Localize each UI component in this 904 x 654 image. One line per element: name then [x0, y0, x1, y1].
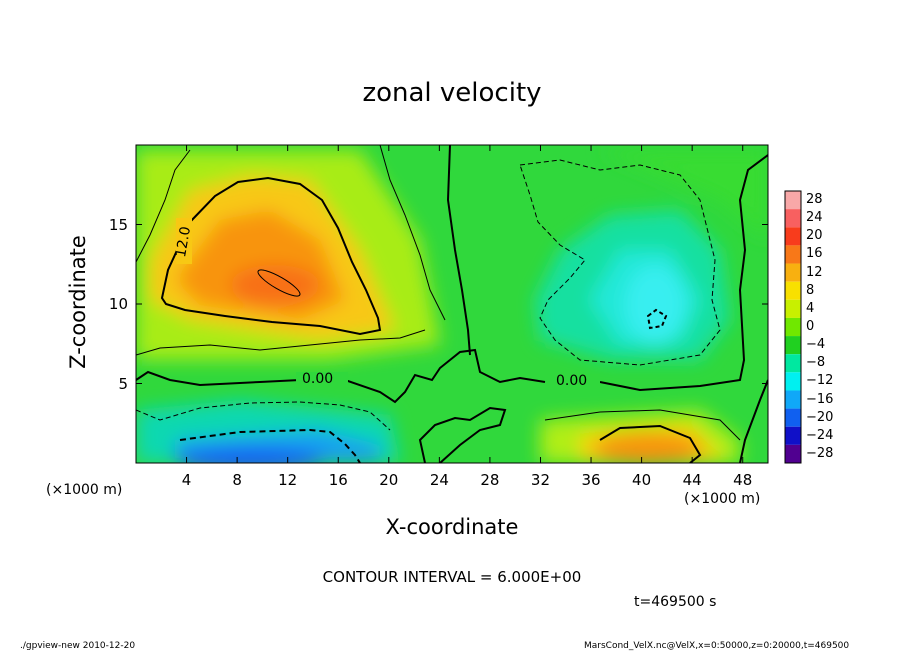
colorbar	[784, 190, 802, 464]
x-tick-label: 28	[480, 471, 500, 489]
contour-label-zero-left: 0.00	[302, 371, 334, 387]
contour-label-zero-right: 0.00	[556, 373, 588, 389]
x-tick-label: 40	[632, 471, 652, 489]
time-stamp: t=469500 s	[634, 594, 717, 610]
axis-ticks	[136, 145, 768, 463]
colorbar-label: 16	[806, 246, 823, 262]
colorbar-label: −4	[806, 337, 826, 353]
colorbar-label: −16	[806, 391, 834, 407]
colorbar-swatch	[785, 281, 801, 300]
colorbar-label: −28	[806, 445, 834, 461]
colorbar-frame	[784, 190, 802, 464]
footer-right: MarsCond_VelX.nc@VelX,x=0:50000,z=0:2000…	[584, 641, 850, 651]
colorbar-swatch	[785, 444, 801, 463]
x-tick-label: 48	[733, 471, 753, 489]
x-tick-label: 8	[232, 471, 242, 489]
y-tick-label: 15	[108, 215, 128, 234]
colorbar-swatch	[785, 354, 801, 373]
colorbar-swatch	[785, 408, 801, 427]
colorbar-swatch	[785, 317, 801, 337]
heatmap-field	[136, 145, 768, 463]
colorbar-swatch	[785, 390, 801, 409]
colorbar-swatch	[785, 426, 801, 445]
y-tick-label: 5	[118, 374, 128, 393]
y-tick-label: 10	[108, 295, 128, 313]
x-unit-label: (×1000 m)	[684, 491, 761, 507]
colorbar-label: 4	[806, 300, 815, 316]
x-tick-label: 20	[379, 471, 399, 489]
colorbar-label: 0	[806, 319, 815, 334]
x-tick-label: 44	[682, 471, 702, 489]
y-axis-label: Z-coordinate	[66, 235, 90, 369]
colorbar-label: −8	[806, 355, 826, 371]
colorbar-swatch	[785, 263, 801, 282]
chart-title: zonal velocity	[362, 78, 542, 108]
contour-interval-text: CONTOUR INTERVAL = 6.000E+00	[322, 568, 582, 586]
colorbar-label: 20	[806, 228, 823, 244]
colorbar-label: 8	[806, 282, 815, 298]
colorbar-swatch	[785, 372, 801, 391]
colorbar-swatch	[785, 227, 801, 246]
x-tick-label: 36	[581, 471, 601, 489]
colorbar-label: 12	[806, 264, 823, 280]
y-unit-label: (×1000 m)	[46, 482, 123, 498]
colorbar-swatch	[785, 209, 801, 228]
x-tick-label: 16	[328, 471, 348, 489]
colorbar-swatch	[785, 245, 801, 264]
colorbar-label: 28	[806, 192, 823, 208]
colorbar-label: −12	[806, 373, 834, 389]
x-tick-label: 12	[278, 471, 298, 489]
colorbar-swatch	[785, 191, 801, 210]
colorbar-label: −20	[806, 409, 834, 425]
footer-left: ./gpview-new 2010-12-20	[20, 641, 136, 651]
colorbar-label: 24	[806, 210, 823, 226]
x-tick-label: 32	[530, 471, 551, 489]
x-tick-label: 24	[429, 471, 449, 489]
colorbar-swatch	[785, 299, 801, 318]
x-tick-label: 4	[181, 471, 192, 489]
colorbar-label: −24	[806, 427, 834, 443]
colorbar-swatch	[785, 336, 801, 355]
x-axis-label: X-coordinate	[385, 515, 519, 539]
